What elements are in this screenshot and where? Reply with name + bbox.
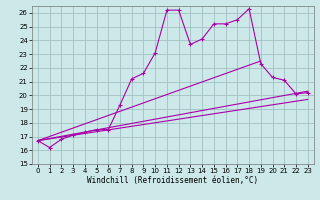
- X-axis label: Windchill (Refroidissement éolien,°C): Windchill (Refroidissement éolien,°C): [87, 176, 258, 185]
